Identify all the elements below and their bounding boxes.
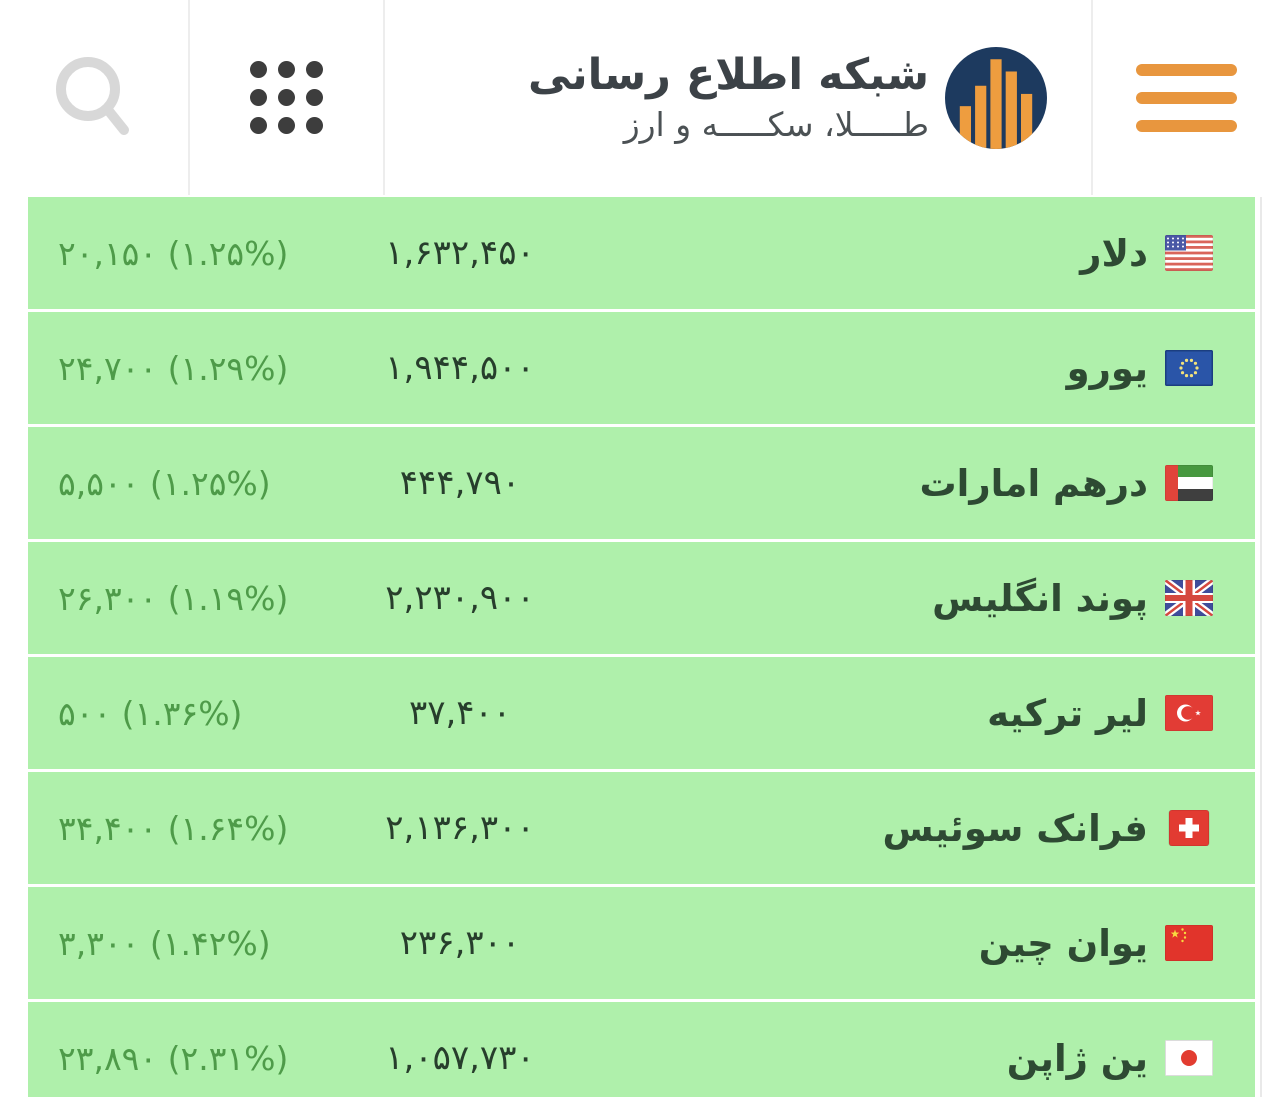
app-logo[interactable]: شبکه اطلاع رسانی طـــــلا، سکـــــه و ار… [385,0,1093,195]
change-value: ۲۶,۳۰۰ (۱.۱۹%) [58,578,289,618]
hamburger-menu-icon [1136,63,1237,132]
change-value: ۳,۳۰۰ (۱.۴۲%) [58,923,271,963]
price-value: ۱,۶۳۲,۴۵۰ [385,233,535,273]
logo-text: شبکه اطلاع رسانی طـــــلا، سکـــــه و ار… [528,50,929,144]
search-button[interactable] [0,0,190,195]
app-header: شبکه اطلاع رسانی طـــــلا، سکـــــه و ار… [0,0,1280,195]
main-menu-button[interactable] [1093,0,1280,195]
logo-title: شبکه اطلاع رسانی [528,50,929,101]
price-value: ۲,۱۳۶,۳۰۰ [385,808,535,848]
price-value: ۲۳۶,۳۰۰ [399,923,521,963]
uk-flag-icon [1165,580,1213,616]
bar-chart-logo-icon [945,46,1047,149]
apps-menu-button[interactable] [190,0,385,195]
change-value: ۲۰,۱۵۰ (۱.۲۵%) [58,233,289,273]
grid-apps-icon [250,61,323,134]
scrollbar-track[interactable] [1260,197,1262,1097]
uae-flag-icon [1165,465,1213,501]
currency-list: ۲۰,۱۵۰ (۱.۲۵%) ۱,۶۳۲,۴۵۰ دلار [28,197,1255,1097]
currency-row-franc[interactable]: ۳۴,۴۰۰ (۱.۶۴%) ۲,۱۳۶,۳۰۰ فرانک سوئیس [28,772,1255,884]
currency-name: یوان چین [978,921,1148,965]
currency-row-dirham[interactable]: ۵,۵۰۰ (۱.۲۵%) ۴۴۴,۷۹۰ درهم امارات [28,427,1255,539]
change-value: ۲۴,۷۰۰ (۱.۲۹%) [58,348,289,388]
logo-subtitle: طـــــلا، سکـــــه و ارز [623,104,929,144]
currency-row-pound[interactable]: ۲۶,۳۰۰ (۱.۱۹%) ۲,۲۳۰,۹۰۰ پوند انگلیس [28,542,1255,654]
currency-row-yen[interactable]: ۲۳,۸۹۰ (۲.۳۱%) ۱,۰۵۷,۷۳۰ ین ژاپن [28,1002,1255,1097]
change-value: ۵۰۰ (۱.۳۶%) [58,693,243,733]
price-value: ۲,۲۳۰,۹۰۰ [385,578,535,618]
currency-name: لیر ترکیه [987,691,1148,735]
currency-name: درهم امارات [919,461,1149,505]
japan-flag-icon [1165,1040,1213,1076]
eu-flag-icon [1165,350,1213,386]
china-flag-icon [1165,925,1213,961]
currency-row-dollar[interactable]: ۲۰,۱۵۰ (۱.۲۵%) ۱,۶۳۲,۴۵۰ دلار [28,197,1255,309]
price-value: ۳۷,۴۰۰ [408,693,512,733]
price-value: ۱,۰۵۷,۷۳۰ [385,1038,535,1078]
price-value: ۴۴۴,۷۹۰ [399,463,521,503]
currency-row-lira[interactable]: ۵۰۰ (۱.۳۶%) ۳۷,۴۰۰ لیر ترکیه [28,657,1255,769]
currency-row-euro[interactable]: ۲۴,۷۰۰ (۱.۲۹%) ۱,۹۴۴,۵۰۰ یورو [28,312,1255,424]
turkey-flag-icon [1165,695,1213,731]
switzerland-flag-icon [1168,810,1210,846]
currency-name: فرانک سوئیس [882,806,1148,850]
currency-name: پوند انگلیس [932,576,1148,620]
currency-name: یورو [1066,346,1148,390]
change-value: ۳۴,۴۰۰ (۱.۶۴%) [58,808,289,848]
change-value: ۵,۵۰۰ (۱.۲۵%) [58,463,271,503]
search-icon [56,56,129,135]
price-value: ۱,۹۴۴,۵۰۰ [385,348,535,388]
currency-name: ین ژاپن [1006,1036,1148,1080]
currency-name: دلار [1080,231,1148,275]
currency-row-yuan[interactable]: ۳,۳۰۰ (۱.۴۲%) ۲۳۶,۳۰۰ یوان چین [28,887,1255,999]
us-flag-icon [1165,235,1213,271]
change-value: ۲۳,۸۹۰ (۲.۳۱%) [58,1038,289,1078]
